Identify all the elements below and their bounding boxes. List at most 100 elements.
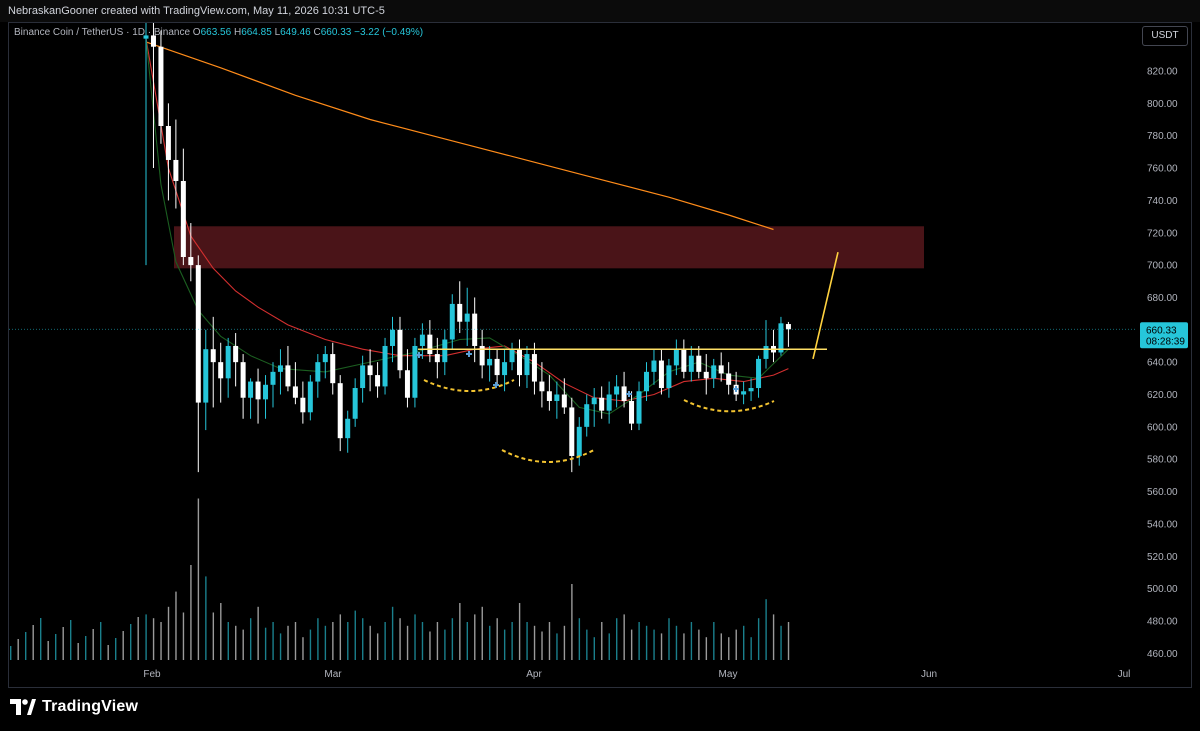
- candle-body: [531, 354, 537, 382]
- volume-bar: [279, 633, 282, 660]
- volume-bar: [556, 633, 558, 660]
- volume-bar: [713, 622, 715, 660]
- candle-body: [696, 355, 702, 372]
- candle-body: [651, 360, 657, 372]
- volume-bar: [25, 632, 27, 660]
- x-tick-label: Apr: [526, 669, 542, 680]
- candle-body: [756, 358, 762, 389]
- candle-body: [307, 381, 313, 413]
- volume-bar: [324, 625, 327, 660]
- volume-bar: [212, 612, 215, 660]
- volume-bar: [489, 625, 491, 660]
- y-tick-label: 600.00: [1147, 422, 1178, 433]
- volume-bar: [586, 629, 588, 660]
- y-tick-label: 800.00: [1147, 99, 1178, 110]
- candle-body: [442, 339, 448, 363]
- volume-bar: [287, 625, 289, 660]
- volume-bar: [436, 622, 439, 660]
- volume-bar: [429, 631, 431, 660]
- signal-marker: [626, 391, 632, 397]
- volume-bar: [107, 645, 109, 660]
- volume-bar: [190, 565, 192, 660]
- right-shoulder-arc: [683, 399, 775, 413]
- candle-body: [240, 362, 246, 398]
- ema-slow-line: [145, 41, 774, 231]
- volume-bar: [451, 618, 454, 660]
- volume-bar: [272, 622, 274, 660]
- volume-bar: [309, 629, 312, 660]
- volume-bar: [62, 627, 64, 660]
- candle-body: [629, 400, 635, 424]
- volume-bar: [227, 622, 229, 660]
- volume-bar: [242, 629, 244, 660]
- attribution-bar: NebraskanGooner created with TradingView…: [0, 0, 1200, 22]
- symbol-legend: Binance Coin / TetherUS · 1D · Binance O…: [14, 27, 423, 38]
- volume-bar: [474, 614, 476, 660]
- projection-line: [812, 251, 839, 360]
- chart-frame[interactable]: [8, 22, 1192, 688]
- volume-bar: [571, 584, 573, 660]
- volume-bar: [481, 606, 483, 660]
- volume-bar: [399, 618, 401, 660]
- candle-body: [718, 365, 724, 374]
- volume-bar: [683, 633, 685, 660]
- high-label: H: [233, 27, 242, 38]
- volume-bar: [130, 624, 132, 660]
- open-value: 663.56: [200, 27, 232, 38]
- signal-marker: [493, 382, 499, 388]
- candle-body: [658, 360, 664, 389]
- volume-bar: [444, 629, 446, 660]
- brand[interactable]: TradingView: [10, 698, 138, 716]
- volume-bar: [459, 603, 461, 660]
- candle-body: [150, 35, 156, 47]
- currency-button[interactable]: USDT: [1142, 26, 1188, 46]
- volume-bar: [264, 627, 267, 660]
- volume-bar: [55, 634, 57, 660]
- candle-body: [195, 265, 201, 403]
- tradingview-logo-icon: [10, 699, 36, 715]
- footer: [0, 688, 1200, 731]
- candle-body: [434, 354, 440, 363]
- volume-bar: [630, 629, 633, 660]
- volume-bar: [347, 622, 349, 660]
- volume-bar: [705, 637, 708, 660]
- volume-bar: [645, 625, 648, 660]
- x-tick-label: Jun: [921, 669, 937, 680]
- y-tick-label: 820.00: [1147, 67, 1178, 78]
- volume-bar: [526, 622, 528, 660]
- y-tick-label: 460.00: [1147, 649, 1178, 660]
- volume-bar: [548, 622, 551, 660]
- close-value: 660.33: [320, 27, 352, 38]
- candle-body: [397, 329, 403, 371]
- candle-body: [330, 354, 336, 384]
- volume-bar: [77, 643, 79, 660]
- candle-body: [367, 365, 373, 376]
- volume-bar: [728, 637, 730, 660]
- candle-body: [763, 345, 769, 359]
- volume-bar: [653, 629, 655, 660]
- candle-body: [778, 323, 784, 353]
- volume-bar: [391, 606, 394, 660]
- volume-bar: [354, 610, 356, 660]
- volume-bar: [772, 614, 775, 660]
- y-tick-label: 640.00: [1147, 358, 1178, 369]
- last-price-countdown: 08:28:39: [1146, 336, 1185, 347]
- volume-bar: [115, 638, 117, 660]
- candle-body: [502, 362, 508, 376]
- y-tick-label: 740.00: [1147, 196, 1178, 207]
- volume-bar: [167, 606, 170, 660]
- candle-body: [449, 303, 455, 340]
- volume-bar: [205, 576, 207, 660]
- candle-body: [203, 349, 209, 403]
- candle-body: [165, 125, 171, 160]
- volume-bar: [690, 622, 693, 660]
- volume-bar: [616, 618, 618, 660]
- volume-bar: [541, 631, 543, 660]
- volume-bar: [406, 625, 409, 660]
- signal-marker: [733, 386, 739, 392]
- high-value: 664.85: [241, 27, 272, 38]
- volume-bar: [601, 622, 603, 660]
- candle-body: [703, 371, 709, 379]
- candle-body: [561, 394, 567, 408]
